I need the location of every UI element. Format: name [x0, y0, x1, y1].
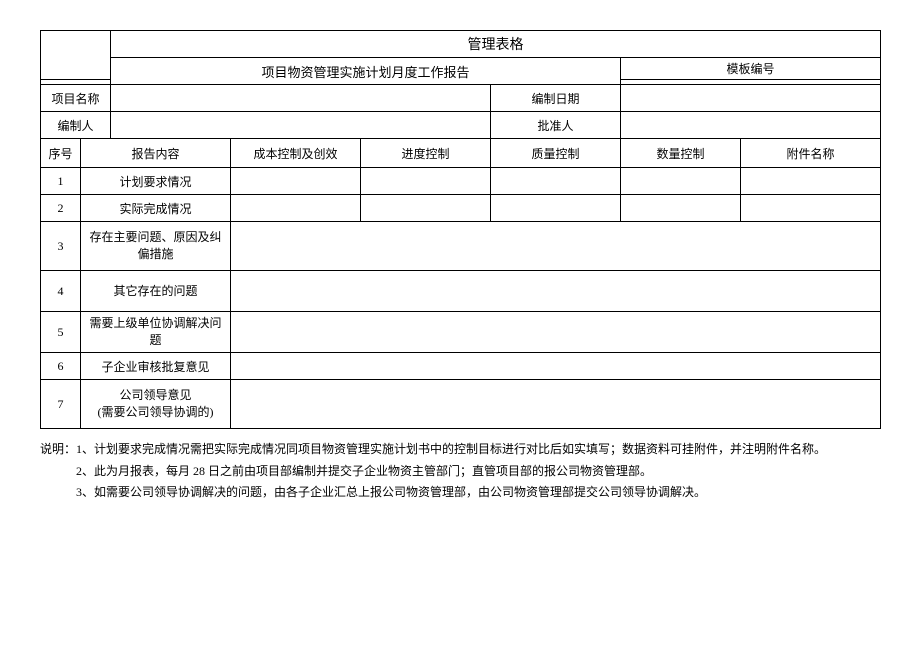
- notes-line1: 1、计划要求完成情况需把实际完成情况同项目物资管理实施计划书中的控制目标进行对比…: [76, 439, 826, 461]
- sub-title: 项目物资管理实施计划月度工作报告: [111, 58, 621, 85]
- cell-merged: [231, 353, 881, 380]
- compile-date-label: 编制日期: [491, 85, 621, 112]
- col-progress: 进度控制: [361, 139, 491, 168]
- compile-date-value: [621, 85, 881, 112]
- approver-value: [621, 112, 881, 139]
- col-cost: 成本控制及创效: [231, 139, 361, 168]
- template-no-label: 模板编号: [621, 58, 881, 80]
- cell-seq: 6: [41, 353, 81, 380]
- cell-content-line2: (需要公司领导协调的): [98, 405, 214, 419]
- notes-block: 说明： 1、计划要求完成情况需把实际完成情况同项目物资管理实施计划书中的控制目标…: [40, 439, 880, 504]
- col-seq: 序号: [41, 139, 81, 168]
- cell-seq: 1: [41, 168, 81, 195]
- cell-merged: [231, 271, 881, 312]
- notes-line2: 2、此为月报表，每月 28 日之前由项目部编制并提交子企业物资主管部门；直管项目…: [40, 461, 880, 483]
- cell-attachment: [741, 195, 881, 222]
- cell-progress: [361, 168, 491, 195]
- cell-seq: 5: [41, 312, 81, 353]
- cell-merged: [231, 380, 881, 429]
- compiler-value: [111, 112, 491, 139]
- cell-quality: [491, 195, 621, 222]
- table-row: 1 计划要求情况: [41, 168, 881, 195]
- table-row: 2 实际完成情况: [41, 195, 881, 222]
- col-quantity: 数量控制: [621, 139, 741, 168]
- table-row: 6 子企业审核批复意见: [41, 353, 881, 380]
- cell-quantity: [621, 168, 741, 195]
- cell-content: 公司领导意见 (需要公司领导协调的): [81, 380, 231, 429]
- logo-cell: [41, 31, 111, 80]
- table-row: 7 公司领导意见 (需要公司领导协调的): [41, 380, 881, 429]
- cell-seq: 4: [41, 271, 81, 312]
- project-name-label: 项目名称: [41, 85, 111, 112]
- cell-merged: [231, 222, 881, 271]
- cell-seq: 7: [41, 380, 81, 429]
- cell-seq: 2: [41, 195, 81, 222]
- cell-progress: [361, 195, 491, 222]
- cell-content: 其它存在的问题: [81, 271, 231, 312]
- col-attachment: 附件名称: [741, 139, 881, 168]
- report-table: 管理表格 项目物资管理实施计划月度工作报告 模板编号 项目名称 编制日期 编制人…: [40, 30, 881, 429]
- cell-quantity: [621, 195, 741, 222]
- table-row: 4 其它存在的问题: [41, 271, 881, 312]
- cell-content: 实际完成情况: [81, 195, 231, 222]
- table-row: 5 需要上级单位协调解决问题: [41, 312, 881, 353]
- cell-cost: [231, 168, 361, 195]
- cell-attachment: [741, 168, 881, 195]
- project-name-value: [111, 85, 491, 112]
- cell-content: 需要上级单位协调解决问题: [81, 312, 231, 353]
- cell-cost: [231, 195, 361, 222]
- table-row: 3 存在主要问题、原因及纠偏措施: [41, 222, 881, 271]
- cell-seq: 3: [41, 222, 81, 271]
- compiler-label: 编制人: [41, 112, 111, 139]
- cell-quality: [491, 168, 621, 195]
- col-content: 报告内容: [81, 139, 231, 168]
- cell-content: 计划要求情况: [81, 168, 231, 195]
- approver-label: 批准人: [491, 112, 621, 139]
- cell-content: 存在主要问题、原因及纠偏措施: [81, 222, 231, 271]
- cell-content-line1: 公司领导意见: [119, 388, 191, 402]
- main-title: 管理表格: [111, 31, 881, 58]
- col-quality: 质量控制: [491, 139, 621, 168]
- notes-prefix: 说明：: [40, 439, 76, 461]
- cell-merged: [231, 312, 881, 353]
- cell-content: 子企业审核批复意见: [81, 353, 231, 380]
- notes-line3: 3、如需要公司领导协调解决的问题，由各子企业汇总上报公司物资管理部，由公司物资管…: [40, 482, 880, 504]
